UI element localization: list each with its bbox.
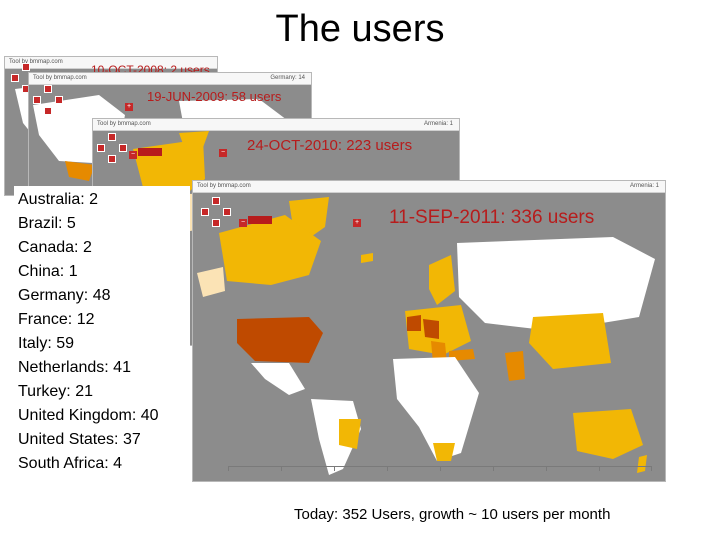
list-item: Canada: 2 [18,239,92,256]
zoom-slider[interactable] [248,216,272,224]
map-toolbar: Tool by bmmap.com Germany: 14 [29,73,311,85]
zoom-out-icon[interactable]: − [129,151,137,159]
toolbar-credit: Tool by bmmap.com [33,75,87,81]
list-item: Australia: 2 [18,191,99,208]
zoom-control[interactable]: − [129,143,163,159]
list-item: Netherlands: 41 [18,359,131,376]
zoom-out-icon[interactable]: − [239,219,247,227]
zoom-control[interactable]: + [353,211,362,227]
world-map [193,193,665,481]
timeline-axis [228,466,652,476]
zoom-in-icon[interactable]: + [353,219,361,227]
map-toolbar: Tool by bmmap.com Armenia: 1 [193,181,665,193]
snapshot-label: 19-JUN-2009: 58 users [147,89,282,104]
list-item: South Africa: 4 [18,455,123,472]
zoom-control[interactable]: − [219,141,228,157]
map-toolbar: Tool by bmmap.com Armenia: 1 [93,119,459,131]
list-item: Italy: 59 [18,335,75,352]
list-item: United Kingdom: 40 [18,407,159,424]
country-user-counts: Australia: 2 Brazil: 5 Canada: 2 China: … [14,186,190,476]
zoom-control[interactable]: + [125,95,134,111]
map-toolbar: Tool by bmmap.com [5,57,217,69]
zoom-in-icon[interactable]: − [219,149,227,157]
list-item: Turkey: 21 [18,383,93,400]
snapshot-label: 24-OCT-2010: 223 users [247,137,413,154]
page-title: The users [275,8,445,50]
toolbar-credit: Tool by bmmap.com [97,121,151,127]
snapshot-label: 11-SEP-2011: 336 users [389,207,595,228]
list-item: China: 1 [18,263,78,280]
pan-control[interactable] [33,85,63,115]
hover-info: Germany: 14 [270,75,305,81]
zoom-control[interactable]: − [239,211,273,227]
toolbar-credit: Tool by bmmap.com [9,59,63,65]
list-item: Germany: 48 [18,287,111,304]
list-item: Brazil: 5 [18,215,76,232]
pan-control[interactable] [97,133,127,163]
toolbar-credit: Tool by bmmap.com [197,183,251,189]
hover-info: Armenia: 1 [629,183,659,189]
pan-control[interactable] [201,197,231,227]
zoom-slider[interactable] [138,148,162,156]
zoom-in-icon[interactable]: + [125,103,133,111]
map-snapshot-2011: Tool by bmmap.com Armenia: 1 [192,180,666,482]
hover-info: Armenia: 1 [423,121,453,127]
growth-summary: Today: 352 Users, growth ~ 10 users per … [294,506,611,523]
list-item: France: 12 [18,311,95,328]
list-item: United States: 37 [18,431,141,448]
